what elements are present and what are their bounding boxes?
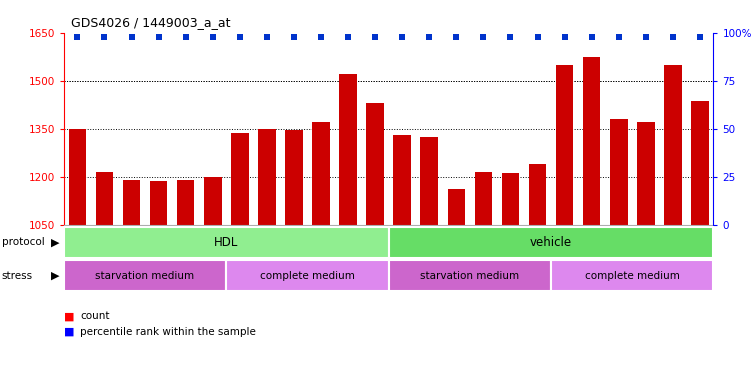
Bar [64, 260, 226, 291]
Text: complete medium: complete medium [260, 271, 355, 281]
Bar [122, 180, 140, 225]
Text: vehicle: vehicle [530, 236, 572, 249]
Bar [389, 227, 713, 258]
Bar [610, 119, 628, 225]
Bar [312, 122, 330, 225]
Text: count: count [80, 311, 110, 321]
Bar [475, 172, 492, 225]
Bar [556, 65, 573, 225]
Text: protocol: protocol [2, 237, 44, 247]
Bar [149, 182, 167, 225]
Bar [231, 134, 249, 225]
Bar [95, 172, 113, 225]
Bar [389, 260, 551, 291]
Text: ▶: ▶ [50, 237, 59, 247]
Bar [551, 260, 713, 291]
Bar [68, 129, 86, 225]
Text: GDS4026 / 1449003_a_at: GDS4026 / 1449003_a_at [71, 16, 231, 29]
Text: HDL: HDL [214, 236, 238, 249]
Text: starvation medium: starvation medium [95, 271, 195, 281]
Bar [394, 135, 411, 225]
Bar [285, 130, 303, 225]
Bar [366, 103, 384, 225]
Text: ■: ■ [64, 311, 74, 321]
Text: ■: ■ [64, 327, 74, 337]
Bar [664, 65, 682, 225]
Bar [448, 189, 465, 225]
Bar [529, 164, 546, 225]
Bar [421, 137, 438, 225]
Bar [226, 260, 389, 291]
Bar [339, 74, 357, 225]
Bar [204, 177, 222, 225]
Text: stress: stress [2, 271, 32, 281]
Bar [691, 101, 709, 225]
Text: percentile rank within the sample: percentile rank within the sample [80, 327, 256, 337]
Bar [258, 129, 276, 225]
Bar [64, 227, 389, 258]
Bar [176, 180, 195, 225]
Text: complete medium: complete medium [585, 271, 680, 281]
Text: ▶: ▶ [50, 271, 59, 281]
Bar [583, 57, 601, 225]
Bar [502, 174, 519, 225]
Bar [637, 122, 655, 225]
Text: starvation medium: starvation medium [421, 271, 520, 281]
